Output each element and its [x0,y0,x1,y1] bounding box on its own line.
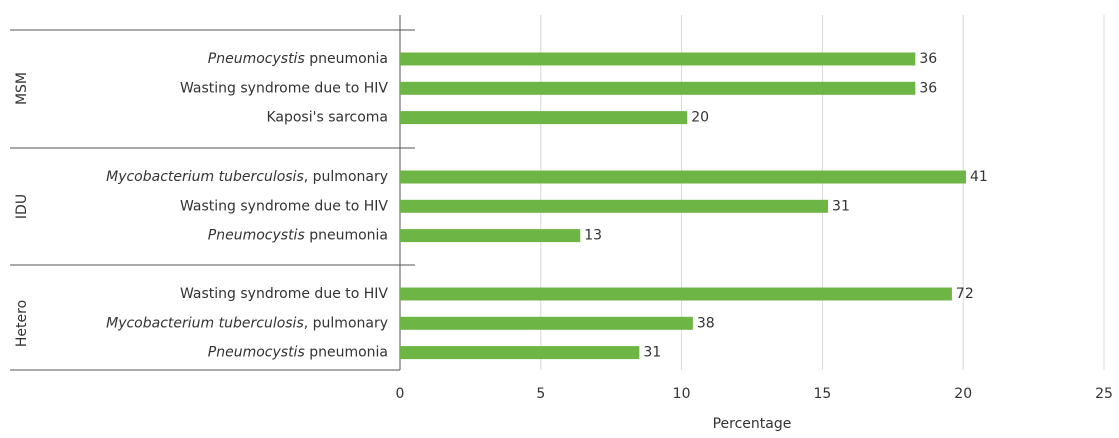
data-label: 20 [691,110,709,126]
data-label: 38 [697,315,715,331]
category-label-part: Pneumocystis [208,228,305,244]
bar [400,111,688,125]
category-label-part: Wasting syndrome due to HIV [180,198,388,214]
bar [400,81,916,95]
bar [400,199,829,213]
data-label: 13 [584,228,602,244]
category-label-part: Kaposi's sarcoma [266,110,388,126]
data-label: 36 [919,80,937,96]
bar [400,287,952,301]
category-label-part: pneumonia [305,228,388,244]
x-tick-label: 25 [1095,386,1113,402]
category-label: Mycobacterium tuberculosis, pulmonary [106,315,388,331]
category-label: Pneumocystis pneumonia [208,51,388,67]
category-label: Wasting syndrome due to HIV [180,286,388,302]
category-label: Pneumocystis pneumonia [208,228,388,244]
category-label: Pneumocystis pneumonia [208,345,388,361]
x-tick-label: 10 [673,386,691,402]
data-label: 72 [956,286,974,302]
category-label: Kaposi's sarcoma [266,110,388,126]
group-label: Hetero [14,300,30,347]
data-label: 31 [832,198,850,214]
bar [400,346,640,360]
data-label: 41 [970,169,988,185]
x-tick-label: 20 [954,386,972,402]
group-label: MSM [14,72,30,105]
data-label: 31 [643,345,661,361]
x-tick-label: 5 [536,386,545,402]
x-axis-label: Percentage [713,416,792,432]
bar [400,229,581,243]
group-label: IDU [14,194,30,219]
category-label-part: , pulmonary [304,315,388,331]
category-label-part: Pneumocystis [208,345,305,361]
category-label-part: Wasting syndrome due to HIV [180,80,388,96]
bar [400,52,916,66]
data-label: 36 [919,51,937,67]
bar [400,316,693,330]
x-tick-label: 15 [813,386,831,402]
x-tick-label: 0 [396,386,405,402]
category-label: Wasting syndrome due to HIV [180,80,388,96]
category-label-part: Wasting syndrome due to HIV [180,286,388,302]
category-label: Mycobacterium tuberculosis, pulmonary [106,169,388,185]
bar [400,170,967,184]
category-label-part: Pneumocystis [208,51,305,67]
category-label-part: Mycobacterium tuberculosis [106,315,304,331]
category-label-part: pneumonia [305,345,388,361]
category-label: Wasting syndrome due to HIV [180,198,388,214]
category-label-part: pneumonia [305,51,388,67]
category-label-part: Mycobacterium tuberculosis [106,169,304,185]
category-label-part: , pulmonary [304,169,388,185]
